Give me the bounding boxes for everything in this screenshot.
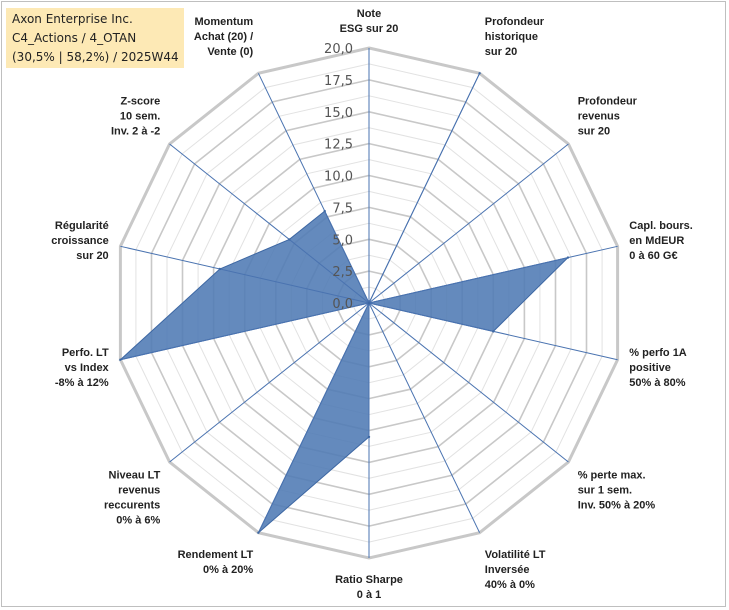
axis-label-2: Profondeur revenus sur 20 [578, 95, 638, 137]
axis-label-10-line-0: Perfo. LT [62, 347, 109, 359]
chart-title-box: Axon Enterprise Inc. C4_Actions / 4_OTAN… [6, 8, 184, 68]
axis-spoke-11 [120, 245, 370, 304]
axis-label-10: Perfo. LT vs Index -8% à 12% [55, 347, 110, 389]
title-line-company: Axon Enterprise Inc. [12, 12, 133, 26]
axis-label-4-line-0: % perfo 1A [629, 347, 687, 359]
axis-label-12-line-0: Z-score [121, 95, 161, 107]
data-point-7 [367, 435, 371, 439]
data-point-3 [566, 256, 570, 259]
axis-label-12-line-1: 10 sem. [120, 110, 160, 122]
axis-label-4: % perfo 1A positive 50% à 80% [629, 347, 687, 389]
axis-spoke-1 [368, 73, 481, 304]
axis-label-11-line-1: croissance [51, 235, 108, 247]
axis-label-1-line-1: historique [485, 31, 538, 43]
tick-label-1: 2,5 [332, 265, 353, 280]
axis-spoke-12 [169, 143, 370, 304]
axis-label-2-line-2: sur 20 [578, 125, 610, 137]
axis-label-3: Capl. bours. en MdEUR 0 à 60 G€ [629, 220, 693, 262]
axis-label-9: Niveau LT revenus reccurents 0% à 6% [104, 470, 161, 527]
axis-label-1-line-0: Profondeur [485, 16, 545, 28]
axis-label-11-line-0: Régularité [55, 220, 109, 232]
axis-label-11-line-2: sur 20 [76, 250, 108, 262]
axis-spoke-3 [368, 245, 618, 304]
axis-label-2-line-1: revenus [578, 110, 620, 122]
axis-spoke-13 [257, 73, 370, 304]
tick-label-5: 12,5 [324, 138, 353, 153]
axis-label-5-line-1: sur 1 sem. [578, 485, 632, 497]
axis-spoke-8 [257, 302, 370, 533]
tick-label-7: 17,5 [324, 74, 353, 89]
data-point-9 [367, 301, 371, 305]
axis-spoke-9 [169, 302, 370, 463]
tick-label-2: 5,0 [332, 233, 353, 248]
axis-label-9-line-1: revenus [118, 485, 160, 497]
axis-label-0-line-1: ESG sur 20 [340, 23, 399, 35]
axis-label-10-line-1: vs Index [65, 362, 110, 374]
title-line-category: C4_Actions / 4_OTAN [12, 31, 137, 45]
axis-label-7-line-0: Ratio Sharpe [335, 574, 403, 586]
axis-label-11: Régularité croissance sur 20 [51, 220, 108, 262]
axis-label-5-line-0: % perte max. [578, 470, 646, 482]
axis-label-9-line-2: reccurents [104, 500, 160, 512]
data-point-13 [323, 209, 326, 213]
axis-label-13-line-0: Momentum [195, 16, 254, 28]
tick-label-0: 0,0 [332, 297, 353, 312]
axis-label-7: Ratio Sharpe 0 à 1 [335, 574, 403, 601]
data-point-8 [257, 531, 260, 534]
axis-label-3-line-0: Capl. bours. [629, 220, 693, 232]
title-line-stats: (30,5% | 58,2%) / 2025W44 [12, 50, 179, 64]
axis-label-13: Momentum Achat (20) / Vente (0) [194, 16, 254, 58]
axis-label-5-line-2: Inv. 50% à 20% [578, 500, 656, 512]
axis-spoke-5 [368, 302, 569, 463]
axis-spoke-2 [368, 143, 569, 304]
axis-label-6: Volatilité LT Inversée 40% à 0% [485, 549, 546, 591]
axis-label-3-line-2: 0 à 60 G€ [629, 250, 677, 262]
axis-label-13-line-1: Achat (20) / [194, 31, 253, 43]
axis-spoke-6 [368, 302, 481, 533]
axis-label-3-line-1: en MdEUR [629, 235, 684, 247]
tick-label-4: 10,0 [324, 170, 353, 185]
axis-label-7-line-1: 0 à 1 [357, 589, 381, 601]
data-point-12 [288, 238, 291, 241]
tick-label-3: 7,5 [332, 201, 353, 216]
data-point-4 [492, 330, 495, 333]
axis-label-4-line-1: positive [629, 362, 671, 374]
axis-label-6-line-0: Volatilité LT [485, 549, 546, 561]
axis-label-13-line-2: Vente (0) [207, 46, 253, 58]
axis-label-0-line-0: Note [357, 8, 381, 20]
axis-spoke-10 [120, 302, 370, 361]
axis-label-12: Z-score 10 sem. Inv. 2 à -2 [111, 95, 160, 137]
axis-label-2-line-0: Profondeur [578, 95, 638, 107]
axis-label-12-line-2: Inv. 2 à -2 [111, 125, 160, 137]
axis-label-8-line-0: Rendement LT [178, 549, 254, 561]
axis-label-5: % perte max. sur 1 sem. Inv. 50% à 20% [578, 470, 656, 512]
axis-label-4-line-2: 50% à 80% [629, 377, 685, 389]
axis-label-0: Note ESG sur 20 [340, 8, 399, 35]
axis-label-1-line-2: sur 20 [485, 46, 517, 58]
data-point-10 [119, 358, 122, 361]
data-point-1 [478, 72, 481, 75]
axis-label-6-line-1: Inversée [485, 564, 530, 576]
axis-label-9-line-0: Niveau LT [109, 470, 161, 482]
axis-label-8-line-1: 0% à 20% [203, 564, 253, 576]
axis-label-9-line-3: 0% à 6% [116, 515, 160, 527]
tick-label-6: 15,0 [324, 106, 353, 121]
data-point-11 [218, 267, 221, 271]
axis-label-6-line-2: 40% à 0% [485, 579, 535, 591]
axis-label-8: Rendement LT 0% à 20% [178, 549, 254, 576]
tick-label-8: 20,0 [324, 42, 353, 57]
axis-label-1: Profondeur historique sur 20 [485, 16, 545, 58]
axis-label-10-line-2: -8% à 12% [55, 377, 109, 389]
